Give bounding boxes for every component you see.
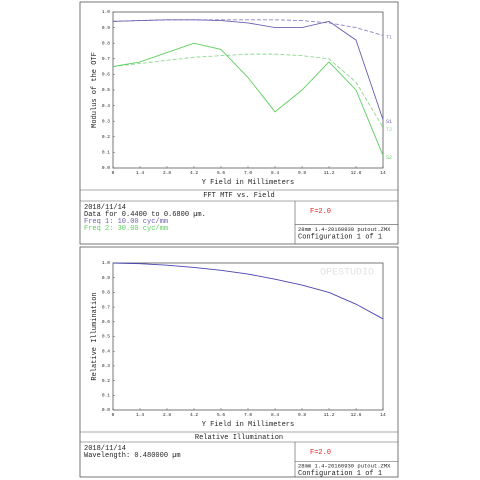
- x-tick-label: 9.8: [298, 170, 306, 176]
- y-tick-label: 1.0: [102, 9, 110, 15]
- y-tick-label: 0.3: [102, 118, 110, 124]
- series-line: [112, 19, 384, 36]
- y-tick-label: 0.3: [102, 363, 110, 369]
- y-tick-label: 0.9: [102, 25, 110, 31]
- x-axis-label: Y Field in Millimeters: [202, 179, 294, 187]
- x-tick-label: 11.2: [324, 412, 335, 418]
- y-tick-label: 0.9: [102, 275, 110, 281]
- x-tick-label: 5.6: [217, 170, 225, 176]
- series-label: S1: [386, 119, 392, 125]
- y-tick-label: 0.6: [102, 72, 110, 78]
- y-tick-label: 0.0: [102, 165, 110, 171]
- x-tick-label: 4.2: [190, 412, 198, 418]
- series-label: T1: [386, 35, 392, 41]
- y-tick-label: 0.1: [102, 150, 110, 156]
- y-tick-label: 0.2: [102, 134, 110, 140]
- y-tick-label: 0.6: [102, 319, 110, 325]
- info-line: Wavelength: 0.480000 µm: [84, 452, 181, 460]
- y-tick-label: 1.0: [102, 260, 110, 266]
- info-line: 2018/11/14: [84, 204, 126, 212]
- y-tick-label: 0.4: [102, 103, 110, 109]
- chart-title: Relative Illumination: [195, 434, 283, 442]
- chart-title: FFT MTF vs. Field: [203, 192, 274, 200]
- x-tick-label: 8.4: [271, 170, 279, 176]
- y-tick-label: 0.7: [102, 56, 110, 62]
- y-tick-label: 0.8: [102, 290, 110, 296]
- y-tick-label: 0.1: [102, 392, 110, 398]
- info-line: Freq 1: 10.00 cyc/mm: [84, 218, 168, 226]
- series-line: [112, 19, 384, 120]
- f-number: F=2.0: [310, 449, 331, 457]
- info-line: Freq 2: 30.00 cyc/mm: [84, 225, 168, 233]
- configuration: Configuration 1 of 1: [298, 470, 382, 478]
- x-tick-label: 8.4: [271, 412, 279, 418]
- plot-area: [112, 262, 384, 411]
- y-tick-label: 0.2: [102, 378, 110, 384]
- x-tick-label: 2.8: [163, 170, 171, 176]
- x-tick-label: 1.4: [136, 170, 144, 176]
- y-tick-label: 0.5: [102, 87, 110, 93]
- series-line: [112, 42, 384, 156]
- y-axis-label: Relative Illumination: [91, 292, 99, 380]
- file-name: 28mm 1.4-20160930 putout.ZMX: [298, 226, 391, 233]
- frame: [79, 1, 399, 245]
- y-tick-label: 0.0: [102, 407, 110, 413]
- x-tick-label: 1.4: [136, 412, 144, 418]
- y-tick-label: 0.7: [102, 304, 110, 310]
- x-tick-label: 5.6: [217, 412, 225, 418]
- series-label: T2: [386, 127, 392, 133]
- info-line: Data for 0.4400 to 0.6800 µm.: [84, 211, 206, 219]
- y-tick-label: 0.4: [102, 348, 110, 354]
- x-tick-label: 7.0: [244, 412, 252, 418]
- x-tick-label: 0: [112, 170, 115, 176]
- x-tick-label: 14: [380, 412, 386, 418]
- x-tick-label: 9.8: [298, 412, 306, 418]
- x-tick-label: 7.0: [244, 170, 252, 176]
- x-tick-label: 0: [112, 412, 115, 418]
- frame: [79, 246, 399, 478]
- y-axis-label: Modulus of the OTF: [91, 52, 99, 128]
- watermark: OPESTUDIO: [320, 268, 374, 279]
- x-tick-label: 12.6: [351, 170, 362, 176]
- file-name: 28mm 1.4-20160930 putout.ZMX: [298, 463, 391, 470]
- x-tick-label: 2.8: [163, 412, 171, 418]
- x-axis-label: Y Field in Millimeters: [202, 421, 294, 429]
- x-tick-label: 4.2: [190, 170, 198, 176]
- x-tick-label: 11.2: [324, 170, 335, 176]
- series-line: [112, 53, 384, 128]
- y-tick-label: 0.8: [102, 40, 110, 46]
- plot-area: [112, 11, 384, 169]
- series-line: [112, 262, 384, 320]
- configuration: Configuration 1 of 1: [298, 233, 382, 241]
- y-tick-label: 0.5: [102, 334, 110, 340]
- series-label: S2: [386, 155, 392, 161]
- x-tick-label: 14: [380, 170, 386, 176]
- x-tick-label: 12.6: [351, 412, 362, 418]
- f-number: F=2.0: [310, 208, 331, 216]
- info-line: 2018/11/14: [84, 445, 126, 453]
